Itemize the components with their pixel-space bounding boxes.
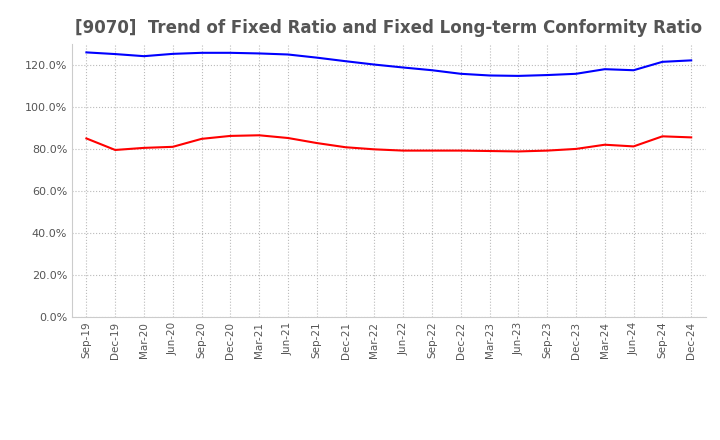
Fixed Ratio bbox=[370, 62, 379, 67]
Fixed Ratio bbox=[341, 59, 350, 64]
Fixed Long-term Conformity Ratio bbox=[456, 148, 465, 153]
Fixed Long-term Conformity Ratio bbox=[428, 148, 436, 153]
Fixed Ratio bbox=[82, 50, 91, 55]
Fixed Long-term Conformity Ratio bbox=[687, 135, 696, 140]
Fixed Ratio bbox=[226, 50, 235, 55]
Fixed Ratio bbox=[629, 68, 638, 73]
Fixed Ratio bbox=[485, 73, 494, 78]
Fixed Long-term Conformity Ratio bbox=[370, 147, 379, 152]
Fixed Ratio bbox=[168, 51, 177, 56]
Fixed Long-term Conformity Ratio bbox=[600, 142, 609, 147]
Fixed Long-term Conformity Ratio bbox=[485, 148, 494, 154]
Fixed Long-term Conformity Ratio bbox=[658, 134, 667, 139]
Fixed Ratio bbox=[312, 55, 321, 60]
Line: Fixed Long-term Conformity Ratio: Fixed Long-term Conformity Ratio bbox=[86, 135, 691, 151]
Fixed Long-term Conformity Ratio bbox=[543, 148, 552, 153]
Fixed Long-term Conformity Ratio bbox=[255, 132, 264, 138]
Fixed Long-term Conformity Ratio bbox=[140, 145, 148, 150]
Fixed Ratio bbox=[687, 58, 696, 63]
Fixed Long-term Conformity Ratio bbox=[82, 136, 91, 141]
Fixed Long-term Conformity Ratio bbox=[629, 144, 638, 149]
Fixed Ratio bbox=[658, 59, 667, 65]
Fixed Ratio bbox=[514, 73, 523, 78]
Fixed Long-term Conformity Ratio bbox=[226, 133, 235, 139]
Line: Fixed Ratio: Fixed Ratio bbox=[86, 52, 691, 76]
Fixed Long-term Conformity Ratio bbox=[341, 145, 350, 150]
Fixed Long-term Conformity Ratio bbox=[514, 149, 523, 154]
Fixed Ratio bbox=[543, 73, 552, 78]
Fixed Long-term Conformity Ratio bbox=[399, 148, 408, 153]
Title: [9070]  Trend of Fixed Ratio and Fixed Long-term Conformity Ratio: [9070] Trend of Fixed Ratio and Fixed Lo… bbox=[75, 19, 703, 37]
Fixed Ratio bbox=[197, 50, 206, 55]
Fixed Long-term Conformity Ratio bbox=[572, 146, 580, 151]
Fixed Ratio bbox=[255, 51, 264, 56]
Fixed Long-term Conformity Ratio bbox=[197, 136, 206, 142]
Fixed Ratio bbox=[399, 65, 408, 70]
Fixed Ratio bbox=[111, 51, 120, 57]
Fixed Ratio bbox=[572, 71, 580, 77]
Fixed Long-term Conformity Ratio bbox=[284, 136, 292, 141]
Fixed Ratio bbox=[428, 68, 436, 73]
Fixed Ratio bbox=[456, 71, 465, 77]
Fixed Ratio bbox=[600, 66, 609, 72]
Fixed Long-term Conformity Ratio bbox=[168, 144, 177, 150]
Fixed Long-term Conformity Ratio bbox=[312, 140, 321, 146]
Fixed Long-term Conformity Ratio bbox=[111, 147, 120, 153]
Fixed Ratio bbox=[284, 52, 292, 57]
Fixed Ratio bbox=[140, 54, 148, 59]
